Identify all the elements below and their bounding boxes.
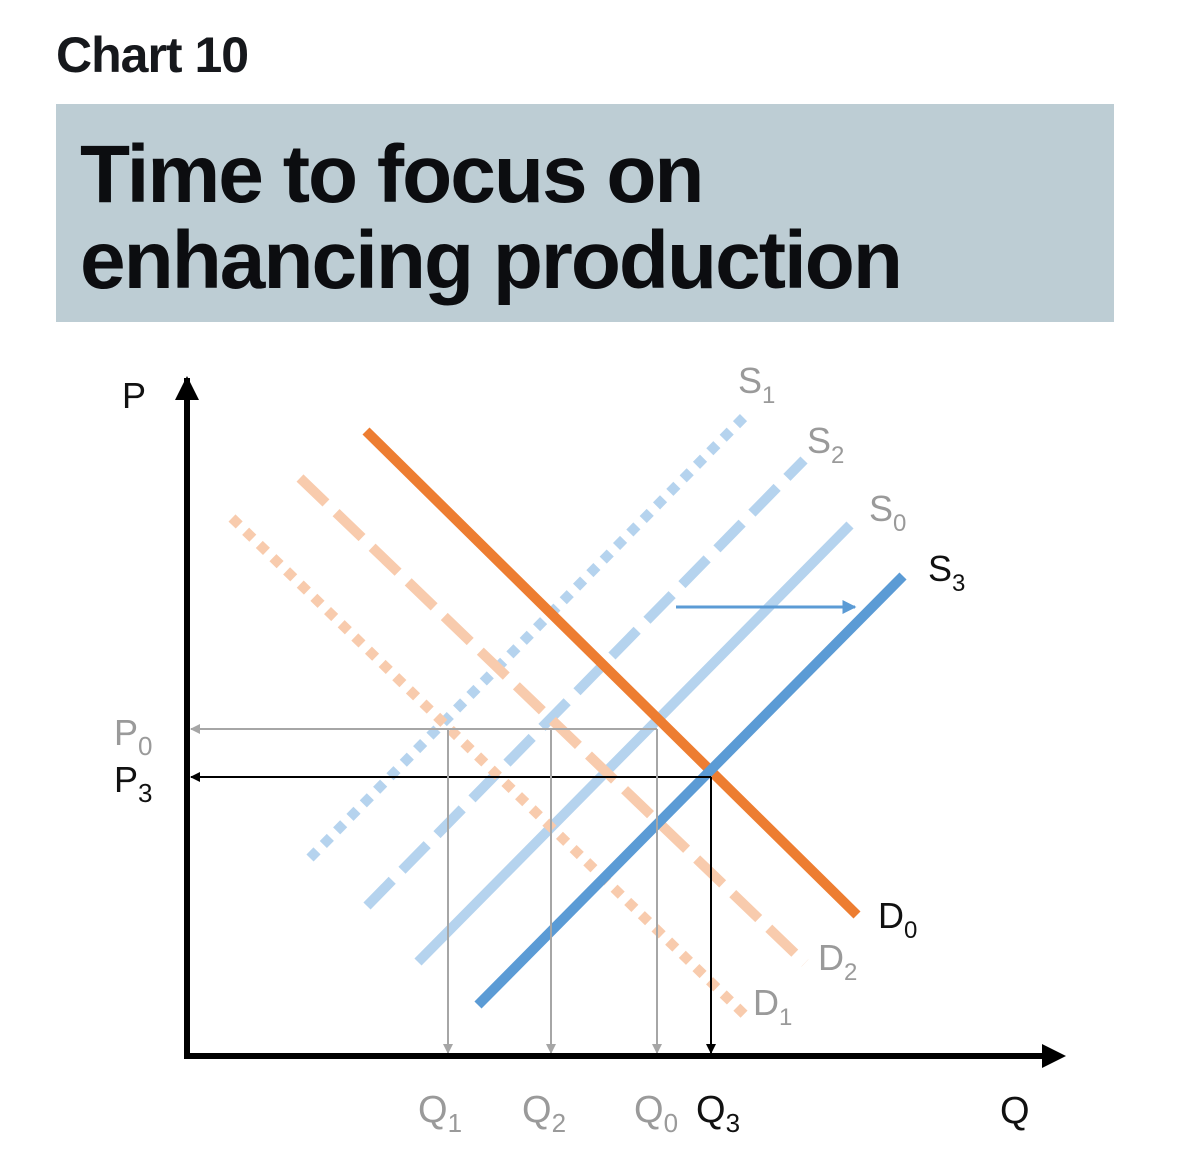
- quantity-label-q2: Q2: [522, 1089, 566, 1138]
- price-label-p0: P0: [114, 712, 152, 761]
- axes: [175, 376, 1066, 1068]
- x-axis-label: Q: [1000, 1090, 1030, 1132]
- demand-curve-d2: [296, 474, 809, 967]
- supply-curve-s1: [306, 409, 752, 862]
- curve-label-s0: S0: [869, 488, 906, 537]
- guide-lines: [190, 724, 716, 1054]
- demand-curve-d0: [362, 427, 861, 919]
- curve-label-s2: S2: [807, 420, 844, 469]
- quantity-label-q3: Q3: [696, 1089, 740, 1138]
- curve-label-d0: D0: [878, 895, 917, 944]
- curve-label-s3: S3: [928, 548, 965, 597]
- quantity-label-q0: Q0: [634, 1089, 678, 1138]
- curve-label-d2: D2: [818, 937, 857, 986]
- demand-curve-d1: [228, 514, 752, 1022]
- chart-number: Chart 10: [56, 27, 249, 83]
- price-label-p3: P3: [114, 759, 152, 808]
- title-band: Time to focus on enhancing production: [56, 104, 1114, 322]
- supply-curve-s2: [363, 456, 808, 910]
- curve-label-s1: S1: [738, 360, 775, 409]
- supply-curve-s3: [474, 572, 907, 1009]
- chart-title: Time to focus on enhancing production: [80, 129, 903, 306]
- y-axis-label: P: [122, 375, 146, 416]
- supply-curve-s0: [414, 521, 854, 966]
- curve-label-d1: D1: [753, 982, 792, 1031]
- quantity-label-q1: Q1: [418, 1089, 462, 1138]
- curves-layer: [228, 409, 907, 1022]
- x-axis-arrowhead: [1042, 1044, 1066, 1068]
- y-axis-arrowhead: [175, 376, 199, 400]
